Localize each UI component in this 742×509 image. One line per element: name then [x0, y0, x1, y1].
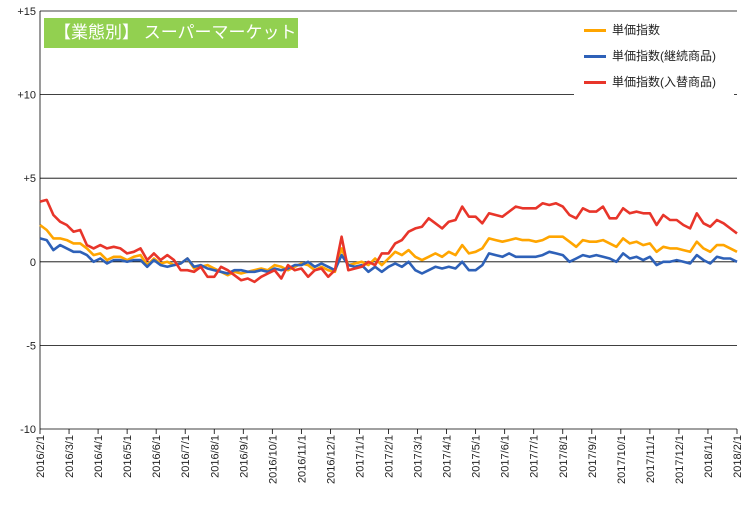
y-tick-label: +15 — [17, 6, 36, 18]
x-tick-label: 2018/2/1 — [732, 435, 742, 478]
legend-label: 単価指数 — [612, 23, 661, 37]
x-tick-label: 2017/8/1 — [558, 435, 570, 478]
x-tick-label: 2016/9/1 — [238, 435, 250, 478]
legend-label: 単価指数(入替商品) — [612, 75, 716, 89]
x-tick-label: 2017/12/1 — [674, 435, 686, 484]
y-tick-label: -5 — [26, 340, 36, 352]
x-tick-label: 2016/7/1 — [180, 435, 192, 478]
x-tick-label: 2016/8/1 — [209, 435, 221, 478]
x-tick-label: 2017/5/1 — [471, 435, 483, 478]
series-line-1 — [39, 237, 738, 275]
x-tick-label: 2018/1/1 — [703, 435, 715, 478]
legend-swatch-orange — [584, 29, 606, 32]
x-tick-label: 2017/11/1 — [645, 435, 657, 483]
legend-label: 単価指数(継続商品) — [612, 49, 716, 63]
y-tick-label: 0 — [30, 257, 36, 269]
x-axis-ticks: 2016/2/1 2016/3/1 2016/4/1 2016/5/1 2016/6/1… — [35, 429, 742, 484]
x-tick-label: 2017/4/1 — [442, 435, 454, 478]
chart-title: 【業態別】 スーパーマーケット — [44, 18, 298, 48]
x-tick-label: 2017/6/1 — [500, 435, 512, 478]
x-tick-label: 2017/10/1 — [616, 435, 628, 484]
y-tick-label: -10 — [20, 424, 36, 436]
series-lines — [39, 198, 738, 284]
x-tick-label: 2016/6/1 — [151, 435, 163, 478]
x-tick-label: 2016/3/1 — [64, 435, 76, 478]
legend-swatch-blue — [584, 55, 606, 58]
y-tick-label: +10 — [17, 90, 36, 102]
x-tick-label: 2016/11/1 — [296, 435, 308, 483]
series-line-2 — [39, 198, 738, 284]
x-tick-label: 2016/12/1 — [325, 435, 337, 484]
x-tick-label: 2016/2/1 — [35, 435, 47, 478]
y-tick-label: +5 — [23, 173, 36, 185]
x-tick-label: 2017/1/1 — [354, 435, 366, 478]
x-tick-label: 2017/7/1 — [529, 435, 541, 478]
y-axis-ticks: +15 +10 +5 0 -5 -10 — [17, 6, 36, 436]
x-tick-label: 2016/10/1 — [267, 435, 279, 484]
x-tick-label: 2017/2/1 — [384, 435, 396, 478]
legend-swatch-red — [584, 81, 606, 84]
legend: 単価指数 単価指数(継続商品) 単価指数(入替商品) — [574, 14, 734, 98]
x-tick-label: 2017/9/1 — [587, 435, 599, 478]
x-tick-label: 2016/4/1 — [93, 435, 105, 478]
x-tick-label: 2017/3/1 — [413, 435, 425, 478]
x-tick-label: 2016/5/1 — [122, 435, 134, 478]
